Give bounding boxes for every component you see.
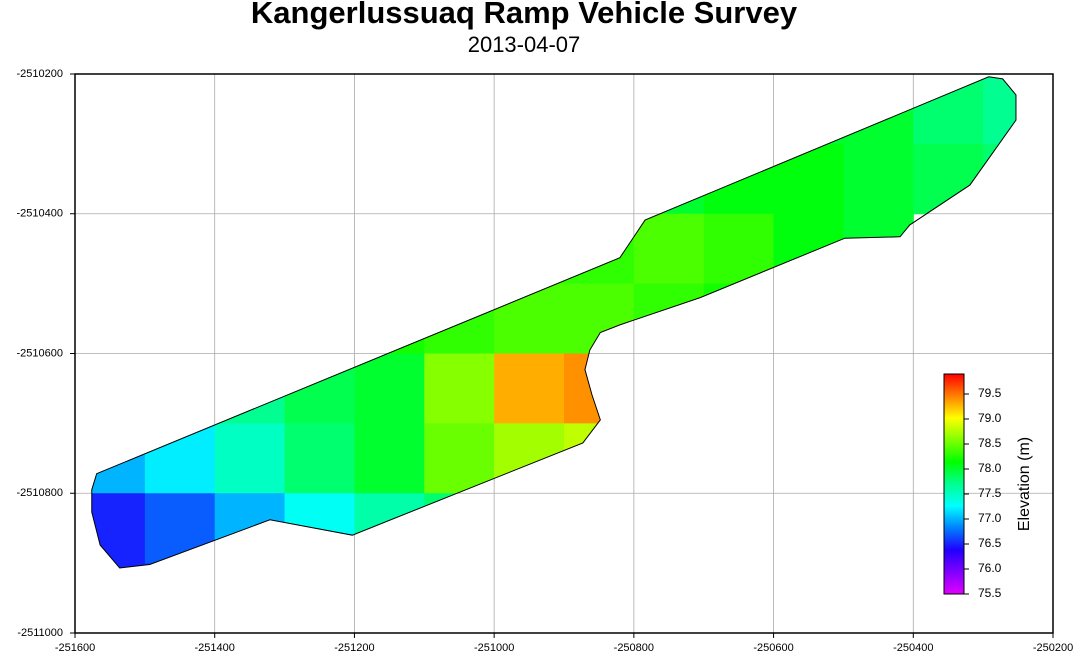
colorbar-tick-label: 75.5 [978, 586, 1002, 600]
cell [703, 283, 775, 354]
colorbar-tick-label: 79.5 [978, 386, 1002, 400]
cell [703, 213, 775, 285]
colorbar-tick-label: 77.5 [978, 486, 1002, 500]
cell [424, 493, 495, 564]
cell [284, 353, 355, 424]
cell [354, 423, 425, 494]
cell [633, 283, 705, 354]
cell [284, 423, 355, 494]
cell [564, 353, 635, 424]
colorbar-tick-label: 76.0 [978, 561, 1002, 575]
colorbar-tick-label: 76.5 [978, 536, 1002, 550]
cell [91, 423, 146, 494]
x-tick-label: -251400 [195, 642, 235, 654]
cell [494, 353, 565, 424]
cell [354, 493, 425, 564]
cell [843, 143, 914, 215]
colorbar-tick-label: 78.0 [978, 461, 1002, 475]
cell [494, 283, 565, 354]
cell [214, 493, 286, 564]
cell [843, 76, 914, 145]
y-tick-label: -2510400 [17, 208, 64, 220]
cell [494, 423, 565, 494]
cell [91, 563, 146, 569]
cell [144, 423, 216, 494]
x-tick-label: -250200 [1033, 642, 1073, 654]
cell [983, 76, 1016, 145]
cell [214, 353, 286, 424]
x-tick-label: -250400 [893, 642, 933, 654]
cell [91, 493, 146, 564]
y-tick-label: -2511000 [17, 627, 63, 639]
cell [983, 143, 1016, 215]
colorbar-label: Elevation (m) [1016, 437, 1033, 531]
cell [633, 213, 705, 285]
cell [564, 423, 635, 494]
cell [773, 76, 844, 145]
x-tick-label: -251200 [334, 642, 374, 654]
plot-frame [74, 73, 1054, 634]
colorbar-tick-label: 78.5 [978, 436, 1002, 450]
cell [144, 563, 216, 569]
cell [564, 283, 635, 354]
cell [424, 283, 495, 354]
cell [494, 213, 565, 285]
colorbar-tick-label: 77.0 [978, 511, 1002, 525]
chart-title: Kangerlussuaq Ramp Vehicle Survey [251, 0, 798, 30]
colorbar [943, 373, 965, 595]
colorbar-tick-label: 79.0 [978, 411, 1002, 425]
cell [773, 143, 844, 215]
cell [633, 143, 705, 215]
cell [214, 423, 286, 494]
cell [913, 76, 984, 145]
survey-outline [91, 76, 1017, 569]
cell [354, 283, 425, 354]
chart-subtitle: 2013-04-07 [468, 32, 581, 57]
x-tick-label: -250600 [753, 642, 793, 654]
x-tick-label: -250800 [614, 642, 654, 654]
cell [843, 213, 914, 285]
cell [424, 353, 495, 424]
y-tick-label: -2510800 [17, 487, 64, 499]
cell [773, 213, 844, 285]
cell [564, 213, 635, 285]
x-tick-label: -251600 [55, 642, 95, 654]
cell [424, 423, 495, 494]
y-tick-label: -2510600 [17, 347, 64, 359]
y-tick-label: -2510200 [17, 68, 64, 80]
cell [703, 143, 775, 215]
cell [913, 143, 984, 215]
x-tick-label: -251000 [474, 642, 514, 654]
cell [354, 353, 425, 424]
cell [284, 493, 355, 564]
